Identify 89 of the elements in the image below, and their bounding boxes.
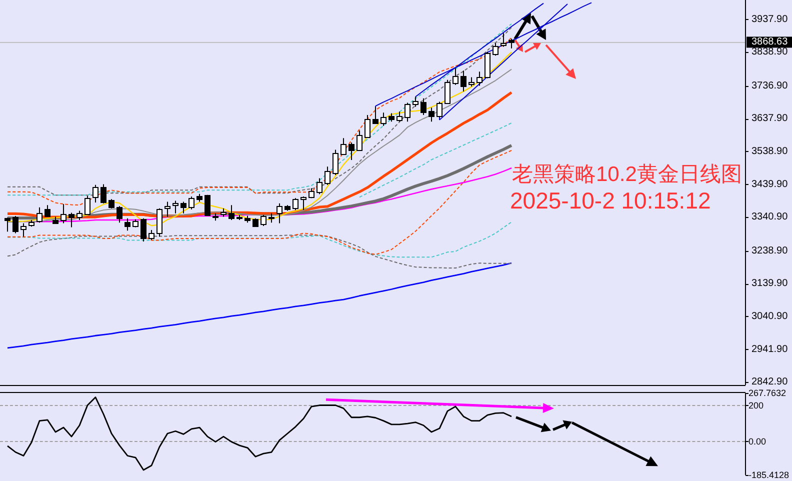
y-tick-label: 3937.90	[752, 14, 788, 25]
candlestick	[204, 194, 210, 217]
candlestick	[364, 114, 370, 138]
line-series	[7, 150, 512, 255]
candlestick	[444, 79, 450, 104]
y-tick-label: 3139.90	[752, 278, 788, 290]
candlestick	[388, 112, 394, 122]
candlestick	[164, 201, 170, 218]
candlestick	[340, 138, 346, 156]
candlestick	[180, 201, 186, 214]
candlestick	[268, 212, 274, 224]
candlestick	[276, 202, 282, 224]
candlestick	[4, 217, 10, 232]
candlestick	[116, 206, 122, 224]
candlestick	[36, 206, 42, 224]
y-tick-label: 3238.90	[752, 245, 788, 256]
candlestick	[60, 204, 66, 224]
y-tick-label: 3040.90	[752, 310, 788, 322]
candlestick	[28, 220, 34, 228]
candlestick	[420, 98, 426, 116]
candlestick	[348, 142, 354, 161]
ref-line-label: 3868.63	[752, 36, 788, 48]
candlestick	[196, 193, 202, 202]
candlestick	[284, 204, 290, 212]
candlestick	[132, 218, 138, 228]
candlestick	[252, 218, 258, 227]
candlestick	[124, 218, 130, 232]
line-series	[6, 396, 512, 471]
candlestick	[108, 198, 114, 209]
candlestick	[404, 102, 410, 122]
candlestick	[68, 212, 74, 228]
candlestick	[356, 130, 362, 151]
candlestick	[20, 222, 26, 238]
candlestick	[308, 188, 314, 199]
candlestick	[236, 214, 242, 220]
candlestick	[332, 149, 338, 176]
candlestick	[260, 214, 266, 226]
candlestick	[324, 166, 330, 186]
candlestick	[412, 96, 418, 108]
candlestick	[508, 38, 514, 49]
candlestick	[500, 32, 506, 48]
line-series	[359, 122, 512, 198]
candlestick	[380, 112, 386, 126]
candlestick	[156, 208, 162, 238]
y-tick-label: 0.00	[748, 436, 766, 446]
candlestick	[428, 107, 434, 122]
candlestick	[396, 111, 402, 122]
candlestick	[140, 218, 146, 242]
candlestick	[292, 198, 298, 211]
candlestick	[468, 76, 474, 87]
candlestick	[300, 196, 306, 211]
candlestick	[12, 216, 18, 234]
y-tick-label: 3538.90	[752, 146, 788, 157]
candlestick	[52, 216, 58, 224]
candlestick	[44, 204, 50, 218]
candlestick	[436, 101, 442, 118]
annotation: 老黑策略10.2黄金日线图	[512, 163, 742, 186]
line-series	[6, 91, 513, 218]
candlestick	[220, 208, 226, 218]
candlestick	[188, 196, 194, 210]
candlestick	[92, 184, 98, 203]
candlestick	[316, 178, 322, 195]
candlestick	[212, 212, 218, 222]
candlestick	[100, 184, 106, 204]
y-tick-label: 3736.90	[752, 80, 788, 92]
line-series	[7, 234, 512, 269]
candlestick	[372, 106, 378, 124]
y-tick-label: 2842.90	[752, 376, 788, 388]
y-tick-label: 3637.90	[752, 113, 788, 124]
annotation: 2025-10-2 10:15:12	[510, 188, 711, 214]
y-tick-label: 3340.90	[752, 212, 788, 223]
candlestick	[84, 195, 90, 216]
y-tick-label: 3439.90	[752, 178, 788, 190]
candlestick	[460, 70, 466, 92]
candlestick	[476, 71, 482, 86]
line-series	[6, 262, 512, 349]
candlestick	[452, 68, 458, 86]
y-tick-label: 3838.90	[752, 46, 788, 58]
candlestick	[76, 210, 82, 220]
y-tick-label: 267.7632	[748, 388, 786, 398]
candlestick	[148, 229, 154, 240]
y-tick-label: 200	[748, 400, 764, 410]
candlestick	[244, 215, 250, 224]
candlestick	[484, 51, 490, 79]
candlestick	[228, 204, 234, 220]
candlestick	[172, 200, 178, 214]
candlestick	[492, 42, 498, 56]
y-tick-label: 2941.90	[752, 344, 788, 355]
y-tick-label: -185.4128	[748, 470, 790, 480]
